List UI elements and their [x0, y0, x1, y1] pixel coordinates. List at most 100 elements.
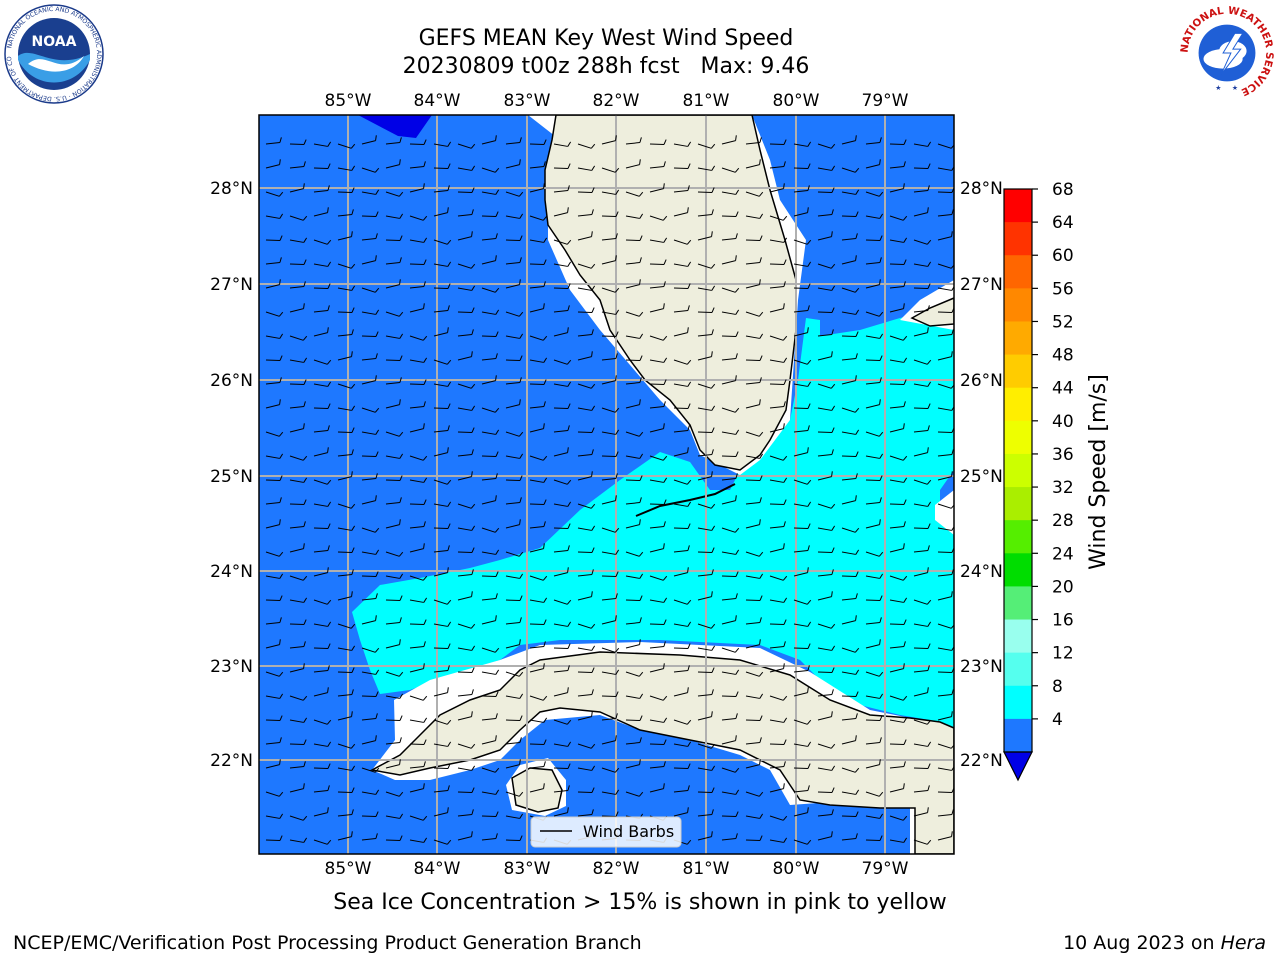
wind-barb [721, 527, 740, 533]
wind-barb [769, 543, 785, 553]
wind-barb [745, 137, 762, 145]
wind-barb [385, 311, 404, 317]
wind-barb [649, 281, 666, 289]
longitude-label: 80°W [773, 859, 820, 879]
wind-barb [721, 833, 738, 841]
wind-barb [673, 523, 691, 529]
wind-barb [793, 687, 809, 697]
wind-barb [289, 161, 306, 169]
wind-barb [721, 691, 739, 697]
wind-barb [817, 471, 833, 481]
wind-barb [361, 211, 379, 217]
wind-barb [577, 743, 596, 749]
footer-date-text: 10 Aug 2023 on [1063, 932, 1221, 954]
wind-barb [577, 787, 595, 793]
wind-barb [337, 667, 355, 673]
wind-barb [601, 789, 620, 795]
wind-barb [913, 425, 930, 433]
wind-barb [289, 237, 308, 243]
wind-barb [865, 835, 883, 841]
longitude-label: 84°W [414, 859, 461, 879]
wind-barb [289, 455, 308, 461]
wind-barb [865, 355, 883, 361]
wind-barb [433, 185, 450, 193]
wind-barb [841, 473, 858, 481]
wind-barb [649, 237, 668, 243]
wind-barb [601, 647, 620, 653]
wind-barb [841, 833, 858, 841]
wind-barb [745, 159, 761, 169]
wind-barb [337, 285, 356, 291]
wind-barb [529, 303, 545, 313]
wind-barb [337, 187, 355, 193]
map-legend: Wind Barbs [530, 816, 682, 848]
wind-barb [385, 213, 404, 219]
wind-barb [385, 257, 402, 265]
wind-barb [793, 305, 810, 313]
wind-barb [481, 331, 499, 337]
wind-barb [313, 305, 330, 313]
wind-barb [937, 449, 954, 457]
wind-barb [649, 259, 667, 265]
wind-barb [553, 763, 571, 769]
wind-barb [361, 593, 378, 601]
wind-barb [409, 619, 427, 625]
wind-barb [505, 311, 524, 317]
wind-barb [673, 785, 690, 793]
wind-barb [601, 407, 620, 413]
latitude-label: 28°N [960, 179, 1003, 199]
wind-barb [841, 135, 857, 145]
wind-barb [649, 477, 668, 483]
wind-barb [673, 327, 689, 337]
latitude-label: 24°N [210, 562, 253, 582]
wind-barb [889, 401, 906, 409]
wind-barb [649, 521, 666, 529]
wind-barb [505, 399, 521, 409]
wind-barb [385, 453, 404, 459]
wind-barb [505, 159, 521, 169]
wind-barb [769, 695, 788, 701]
wind-barb [745, 759, 761, 769]
wind-barb [361, 375, 377, 385]
wind-barb [313, 283, 331, 289]
wind-barb [529, 215, 548, 221]
wind-barb [361, 811, 379, 817]
wind-barb [529, 357, 548, 363]
wind-barb [697, 263, 716, 269]
wind-barb [913, 479, 932, 485]
wind-barb [313, 501, 332, 507]
chart-subtitle: 20230809 t00z 288h fcst Max: 9.46 [402, 54, 810, 79]
wind-barb [457, 689, 474, 697]
wind-barb [457, 471, 473, 481]
wind-barb [937, 383, 954, 389]
wind-barb [481, 189, 500, 195]
wind-barb [673, 621, 692, 627]
wind-barb [577, 667, 595, 673]
wind-barb [721, 549, 740, 555]
wind-barb [433, 447, 449, 457]
wind-barb [721, 167, 740, 173]
wind-barb [673, 283, 691, 289]
wind-barb [265, 759, 281, 769]
wind-barb [289, 619, 307, 625]
wind-barb [529, 281, 546, 289]
wind-barb [361, 735, 377, 745]
wind-barb [553, 479, 572, 485]
wind-barb [793, 381, 812, 387]
wind-barb [721, 735, 737, 745]
wind-barb [793, 141, 812, 147]
wind-barb [625, 551, 644, 557]
wind-barb [793, 283, 811, 289]
colorbar-segment [1004, 222, 1032, 256]
wind-barb [577, 765, 596, 771]
wind-barb [817, 351, 833, 361]
wind-barb [361, 571, 379, 577]
wind-barb [265, 737, 282, 745]
wind-barb [889, 739, 907, 745]
map-frame [258, 114, 955, 855]
wind-barb [385, 355, 403, 361]
wind-barb [289, 499, 307, 505]
wind-barb [481, 135, 497, 145]
bahamas-landmass [910, 297, 954, 327]
wind-barb [265, 693, 284, 699]
